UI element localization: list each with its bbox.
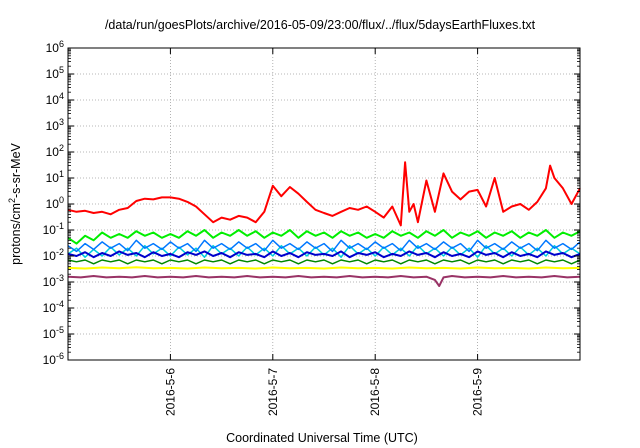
x-axis-label: Coordinated Universal Time (UTC) — [226, 431, 418, 445]
y-tick-label: 100 — [46, 195, 64, 211]
y-axis-label-rest: -s-sr-MeV — [9, 142, 23, 198]
series-line-7 — [67, 266, 581, 270]
y-tick-label: 10-5 — [43, 325, 64, 341]
y-tick-label: 104 — [46, 91, 64, 107]
y-tick-label: 10-4 — [43, 299, 64, 315]
y-tick-labels: 10-6 10-5 10-4 10-3 10-2 10-1 100 101 102 103 104 1… — [43, 39, 64, 367]
series-line-8 — [67, 275, 581, 287]
y-tick-label: 106 — [46, 39, 64, 55]
y-tick-label: 101 — [46, 169, 64, 185]
y-tick-label: 10-6 — [43, 351, 64, 367]
x-tick-label: 2016-5-6 — [163, 368, 177, 416]
y-tick-label: 10-1 — [43, 221, 64, 237]
axis-ticks — [68, 47, 580, 361]
x-tick-label: 2016-5-9 — [471, 368, 485, 416]
y-axis-label-base: protons/cm — [9, 203, 23, 265]
series-line-2 — [67, 229, 581, 245]
series-layer — [67, 161, 581, 287]
x-tick-label: 2016-5-7 — [266, 368, 280, 416]
series-line-5 — [67, 250, 581, 259]
x-tick-label: 2016-5-8 — [368, 368, 382, 416]
y-tick-label: 10-3 — [43, 273, 64, 289]
y-tick-label: 10-2 — [43, 247, 64, 263]
y-tick-label: 103 — [46, 117, 64, 133]
series-line-6 — [67, 259, 581, 265]
y-tick-label: 102 — [46, 143, 64, 159]
y-tick-label: 105 — [46, 65, 64, 81]
series-line-1 — [67, 161, 581, 227]
chart-title: /data/run/goesPlots/archive/2016-05-09/2… — [105, 18, 536, 32]
x-tick-labels: 2016-5-6 2016-5-7 2016-5-8 2016-5-9 — [163, 368, 484, 416]
y-axis-label: protons/cm2-s-sr-MeV — [7, 142, 23, 264]
y-axis-label-sup: 2 — [7, 198, 17, 203]
series-line-4 — [67, 239, 581, 253]
